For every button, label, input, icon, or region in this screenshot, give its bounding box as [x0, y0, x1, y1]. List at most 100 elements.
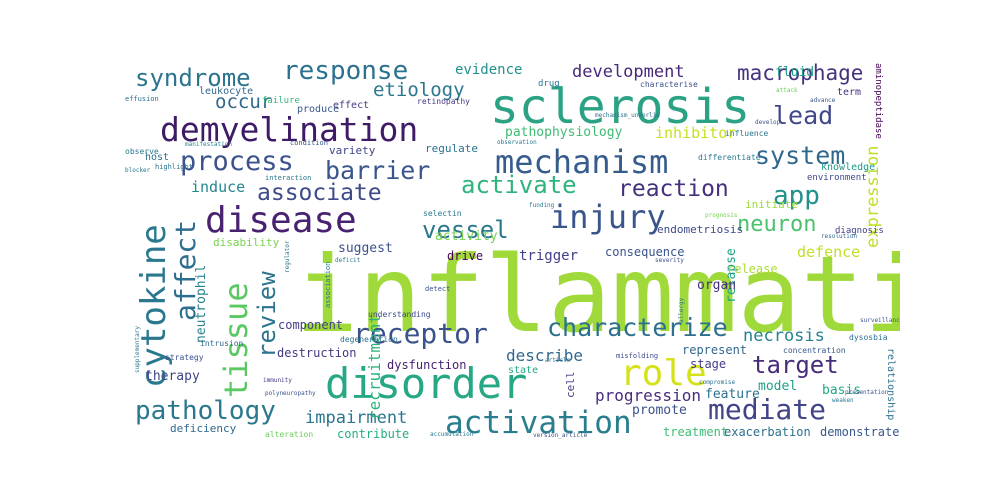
word-understanding: understanding: [368, 310, 431, 319]
word-article: article: [545, 357, 571, 364]
word-concentration: concentration: [783, 346, 846, 355]
word-activation: activation: [445, 405, 632, 441]
word-influence: influence: [725, 129, 769, 138]
word-component: component: [278, 318, 344, 332]
word-fluid: fluid: [775, 65, 815, 80]
word-blocker: blocker: [125, 167, 151, 174]
word-characterize: characterize: [547, 313, 728, 342]
word-represent: represent: [682, 343, 748, 357]
word-process: process: [180, 146, 294, 177]
word-observation: observation: [497, 139, 537, 146]
word-advance: advance: [810, 97, 836, 104]
word-environment: environment: [807, 173, 867, 183]
word-lead: lead: [773, 101, 834, 130]
word-relationship: relationship: [885, 348, 896, 421]
word-weaken: weaken: [832, 397, 854, 404]
word-funding: funding: [529, 202, 555, 209]
word-activity: activity: [435, 229, 498, 244]
word-release: release: [727, 262, 778, 276]
word-detect: detect: [425, 285, 451, 293]
word-deficiency: deficiency: [170, 422, 237, 435]
word-variety: variety: [329, 144, 376, 157]
word-organ: organ: [697, 278, 737, 293]
word-system: system: [755, 141, 846, 170]
word-impairment: impairment: [305, 408, 408, 428]
word-accumulation: accumulation: [430, 431, 474, 438]
word-suggest: suggest: [338, 241, 393, 256]
word-syndrome: syndrome: [135, 64, 251, 92]
word-diagnosis: diagnosis: [835, 226, 884, 236]
word-surveillance: surveillance: [860, 317, 900, 324]
word-effusion: effusion: [125, 95, 159, 103]
word-effect: effect: [333, 100, 370, 111]
word-neutrophil: neutrophil: [194, 264, 209, 343]
word-inhibitor: inhibitor: [655, 124, 737, 142]
word-allergy: allergy: [678, 297, 685, 323]
word-host: host: [145, 152, 170, 163]
word-etiology: etiology: [373, 79, 465, 101]
word-association: association: [324, 261, 332, 308]
word-dysosbia: dysosbia: [849, 333, 888, 342]
word-destruction: destruction: [277, 346, 357, 360]
word-polyneuropathy: polyneuropathy: [265, 390, 316, 397]
word-demonstrate: demonstrate: [820, 425, 900, 439]
word-intrusion: intrusion: [200, 339, 244, 348]
word-cytokine: cytokine: [134, 224, 174, 388]
word-immunity: immunity: [263, 377, 292, 384]
word-mediate: mediate: [708, 393, 827, 426]
word-differentiate: differentiate: [698, 153, 761, 162]
word-produce: produce: [297, 104, 340, 115]
word-leukocyte: leukocyte: [199, 86, 254, 97]
word-state: state: [508, 365, 539, 376]
word-resolution: resolution: [821, 233, 858, 240]
word-therapy: therapy: [145, 369, 200, 384]
word-target: target: [752, 351, 839, 379]
word-drive: drive: [447, 249, 484, 263]
word-pathophysiology: pathophysiology: [505, 125, 623, 140]
word-presentation: presentation: [845, 389, 889, 396]
word-interaction: interaction: [265, 174, 312, 182]
word-review: review: [253, 271, 281, 358]
word-receptor: receptor: [353, 317, 488, 350]
word-misfolding: misfolding: [616, 352, 659, 360]
word-sclerosis: sclerosis: [490, 79, 751, 135]
word-trigger: trigger: [519, 248, 579, 264]
word-occur: occur: [215, 91, 273, 113]
word-evidence: evidence: [455, 62, 523, 78]
word-app: app: [773, 181, 820, 211]
word-selectin: selectin: [423, 209, 462, 218]
word-macrophage: macrophage: [737, 61, 864, 85]
word-severity: severity: [655, 257, 684, 264]
word-consequence: consequence: [605, 245, 685, 259]
word-regulate: regulate: [425, 142, 478, 155]
word-injury: injury: [550, 198, 666, 236]
word-associate: associate: [257, 180, 382, 206]
word-alteration: alteration: [265, 430, 314, 439]
word-observe: observe: [125, 147, 159, 156]
word-version-article: version_article: [533, 432, 588, 439]
word-knowledge: knowledge: [821, 162, 876, 173]
word-aminopeptidase: aminopeptidase: [873, 63, 883, 139]
word-progression: progression: [595, 386, 701, 405]
word-initiate: initiate: [745, 198, 798, 211]
word-disability: disability: [213, 236, 280, 249]
word-exacerbation: exacerbation: [724, 425, 811, 439]
word-deficit: deficit: [335, 257, 361, 264]
word-drug: drug: [538, 79, 560, 89]
word-mechanism: mechanism: [495, 143, 669, 181]
word-model: model: [758, 379, 798, 394]
word-inflammation: inflammation: [295, 234, 900, 356]
word-treatment: treatment: [663, 425, 729, 439]
word-degeneration: degeneration: [340, 335, 398, 344]
word-characterise: characterise: [640, 80, 698, 89]
word-condition: condition: [290, 139, 328, 147]
word-vessel: vessel: [422, 216, 509, 244]
word-activate: activate: [461, 171, 577, 199]
word-cloud: inflammation sclerosis disorder demyelinati…: [125, 58, 900, 443]
word-response: response: [283, 58, 409, 86]
word-defence: defence: [797, 243, 861, 261]
word-manifestation: manifestation: [185, 141, 232, 148]
word-necrosis: necrosis: [743, 326, 825, 346]
word-strategy: strategy: [165, 353, 204, 362]
word-contribute: contribute: [337, 427, 410, 441]
